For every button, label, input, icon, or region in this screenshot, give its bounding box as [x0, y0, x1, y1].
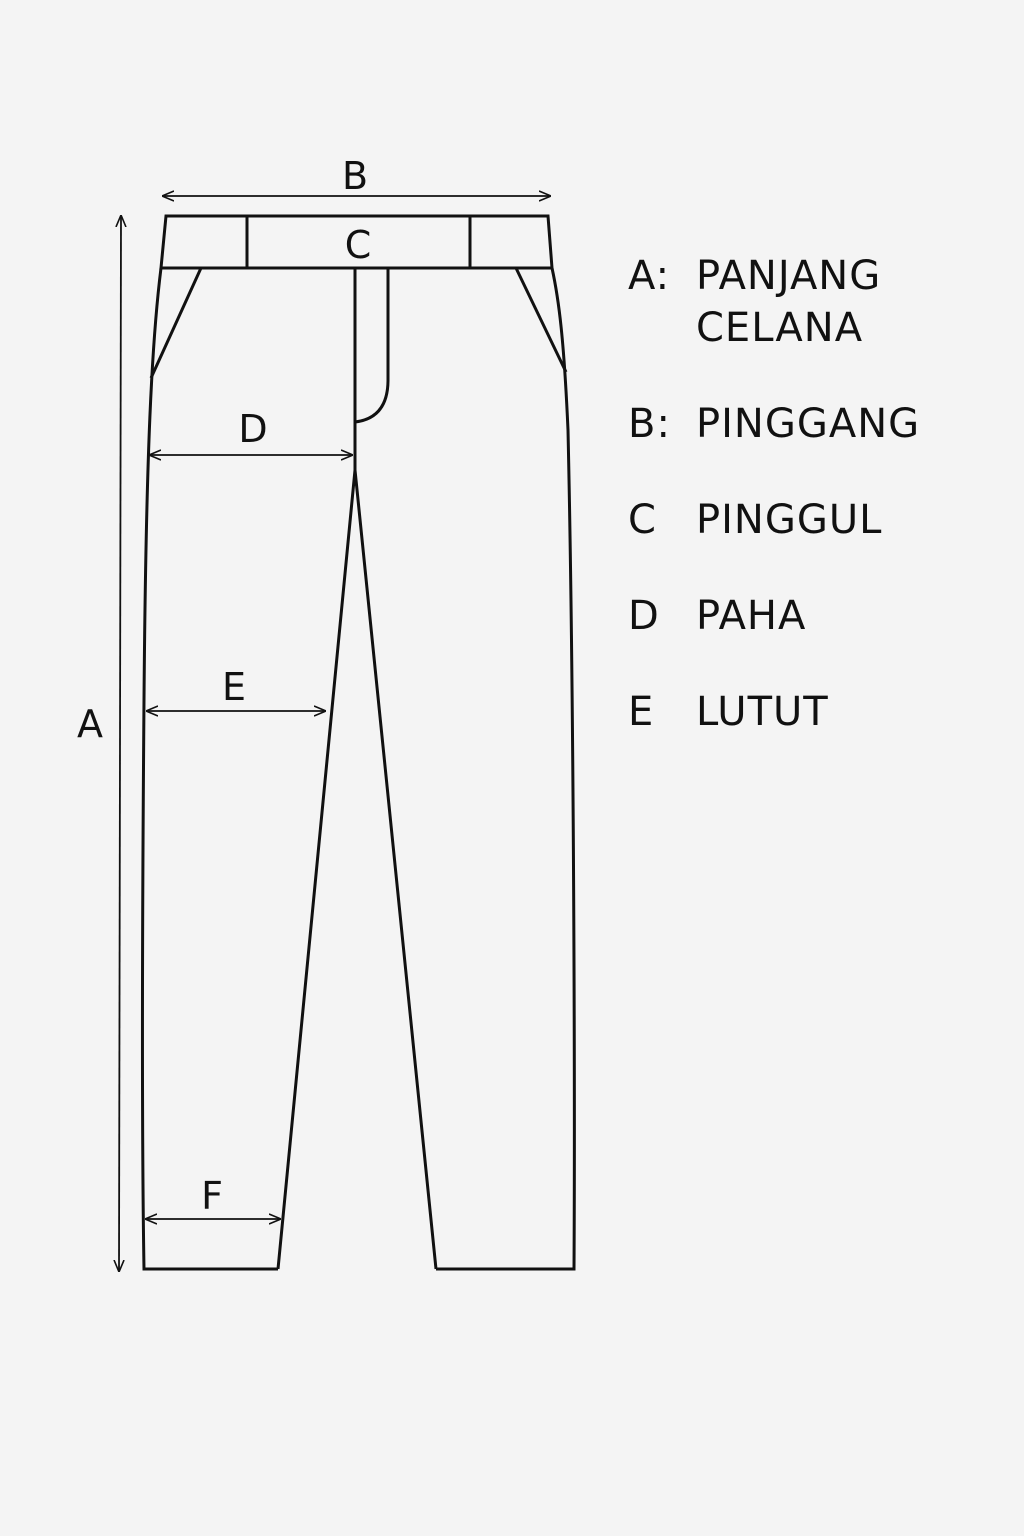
right-pocket: [514, 267, 568, 373]
legend-key: B:: [628, 401, 671, 447]
legend-item-b: B: PINGGANG: [628, 398, 1008, 450]
label-f: F: [201, 1174, 223, 1218]
dimension-a-arrow: [119, 216, 121, 1271]
label-d: D: [238, 407, 267, 451]
label-a: A: [77, 702, 103, 746]
legend-item-c: C PINGGUL: [628, 494, 1008, 546]
legend-key: D: [628, 593, 660, 639]
legend-key: E: [628, 689, 655, 735]
left-pocket: [149, 267, 203, 379]
inseam: [276, 469, 438, 1270]
legend-text: PINGGANG: [696, 401, 921, 447]
pants-outline: [141, 214, 576, 1271]
measurement-legend: A: PANJANG CELANA B: PINGGANG C PINGGUL …: [628, 250, 1008, 782]
legend-text: PAHA: [696, 593, 807, 639]
legend-key: A:: [628, 253, 671, 299]
legend-item-a: A: PANJANG CELANA: [628, 250, 1008, 354]
dimension-lines: [119, 196, 550, 1271]
legend-item-d: D PAHA: [628, 590, 1008, 642]
legend-item-e: E LUTUT: [628, 686, 1008, 738]
left-leg-outer-edge: [141, 267, 278, 1271]
dimension-labels: A B C D E F: [77, 154, 371, 1218]
fly-stitch: [354, 268, 390, 424]
label-b: B: [342, 154, 368, 198]
legend-key: C: [628, 497, 657, 543]
legend-text: PANJANG CELANA: [696, 253, 882, 351]
label-e: E: [222, 665, 246, 709]
right-leg-outer-edge: [436, 267, 576, 1271]
legend-text: LUTUT: [696, 689, 829, 735]
label-c: C: [345, 223, 372, 267]
legend-text: PINGGUL: [696, 497, 883, 543]
